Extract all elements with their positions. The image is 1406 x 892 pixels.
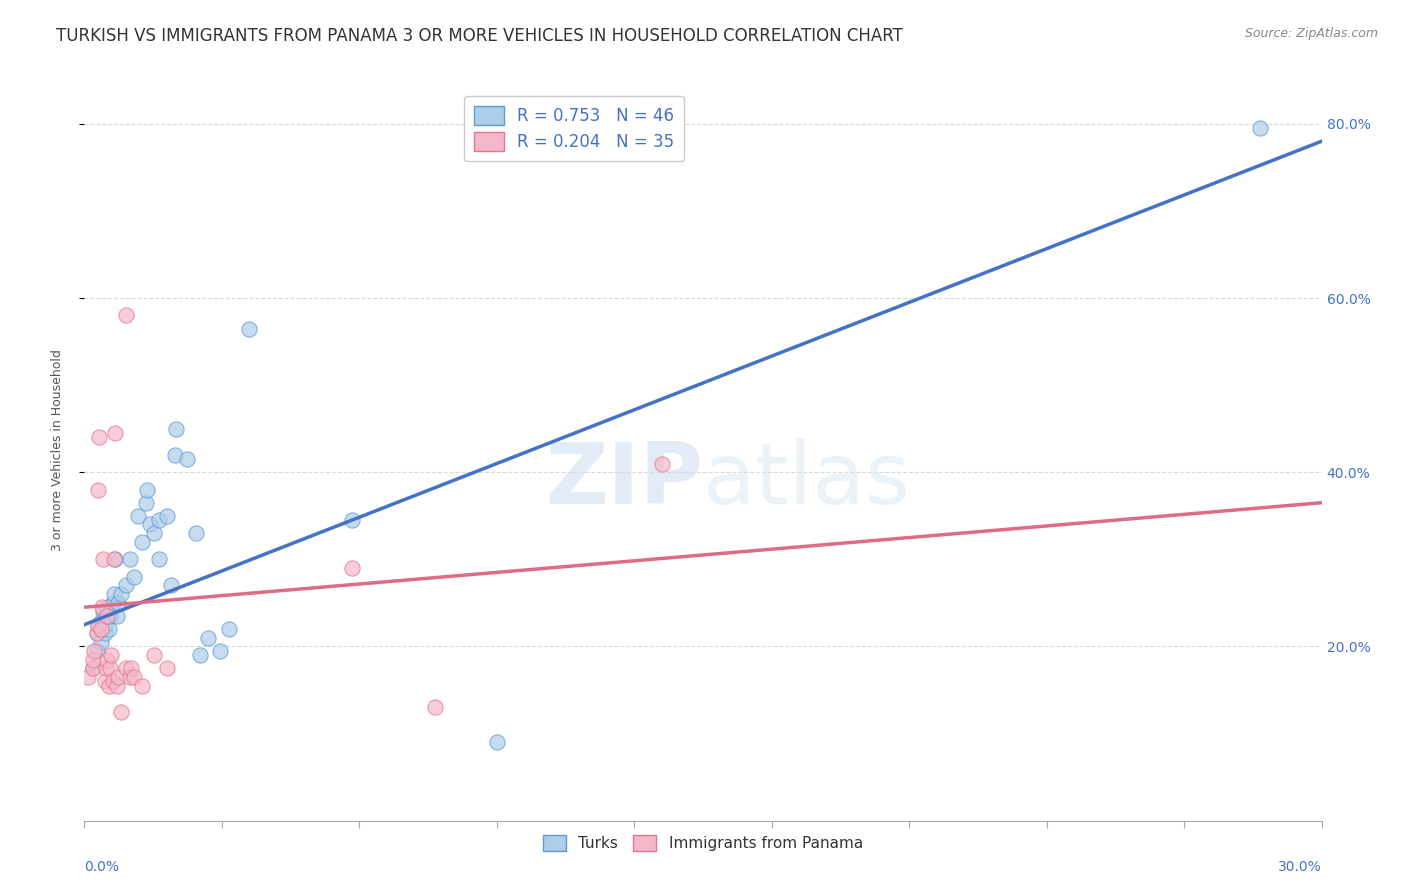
Point — [91, 552, 114, 566]
Point — [90, 635, 112, 649]
Point — [103, 596, 125, 610]
Y-axis label: 3 or more Vehicles in Household: 3 or more Vehicles in Household — [51, 350, 63, 551]
Text: Source: ZipAtlas.com: Source: ZipAtlas.com — [1244, 27, 1378, 40]
Point — [94, 661, 117, 675]
Point — [209, 644, 232, 658]
Point — [184, 526, 207, 541]
Text: TURKISH VS IMMIGRANTS FROM PANAMA 3 OR MORE VEHICLES IN HOUSEHOLD CORRELATION CH: TURKISH VS IMMIGRANTS FROM PANAMA 3 OR M… — [56, 27, 903, 45]
Point — [82, 661, 104, 675]
Point — [160, 578, 183, 592]
Point — [98, 661, 121, 675]
Point — [96, 600, 118, 615]
Point — [156, 508, 179, 523]
Point — [86, 626, 108, 640]
Point — [156, 661, 179, 675]
Point — [86, 626, 108, 640]
Point — [115, 661, 138, 675]
Point — [98, 622, 121, 636]
Text: 0.0%: 0.0% — [84, 860, 120, 874]
Point — [90, 622, 112, 636]
Point — [94, 617, 117, 632]
Point — [1249, 121, 1271, 136]
Point — [122, 570, 145, 584]
Point — [110, 587, 132, 601]
Point — [218, 622, 240, 636]
Point — [197, 631, 219, 645]
Point — [143, 526, 166, 541]
Point — [131, 679, 153, 693]
Point — [136, 483, 159, 497]
Point — [82, 652, 104, 666]
Point — [176, 452, 198, 467]
Point — [104, 425, 127, 440]
Point — [90, 622, 112, 636]
Point — [82, 661, 104, 675]
Point — [107, 596, 129, 610]
Point — [103, 552, 125, 566]
Point — [100, 600, 122, 615]
Point — [86, 617, 108, 632]
Point — [96, 652, 118, 666]
Point — [131, 535, 153, 549]
Point — [342, 513, 364, 527]
Point — [135, 496, 157, 510]
Text: ZIP: ZIP — [546, 439, 703, 522]
Point — [89, 430, 111, 444]
Point — [100, 648, 122, 662]
Point — [118, 552, 141, 566]
Point — [103, 587, 125, 601]
Text: atlas: atlas — [703, 439, 911, 522]
Point — [118, 670, 141, 684]
Point — [87, 483, 110, 497]
Point — [165, 422, 187, 436]
Point — [148, 513, 170, 527]
Point — [423, 700, 446, 714]
Point — [105, 679, 128, 693]
Point — [651, 457, 673, 471]
Point — [148, 552, 170, 566]
Point — [90, 613, 112, 627]
Point — [90, 600, 112, 615]
Point — [485, 735, 508, 749]
Point — [114, 578, 136, 592]
Point — [98, 679, 121, 693]
Point — [120, 661, 142, 675]
Point — [96, 609, 118, 624]
Point — [98, 609, 121, 624]
Legend: Turks, Immigrants from Panama: Turks, Immigrants from Panama — [537, 830, 869, 857]
Point — [165, 448, 187, 462]
Point — [83, 644, 105, 658]
Point — [104, 552, 127, 566]
Point — [127, 508, 149, 523]
Point — [91, 605, 114, 619]
Point — [77, 670, 100, 684]
Point — [110, 705, 132, 719]
Point — [122, 670, 145, 684]
Point — [94, 674, 117, 689]
Point — [188, 648, 211, 662]
Point — [105, 609, 128, 624]
Point — [94, 626, 117, 640]
Point — [86, 644, 108, 658]
Point — [342, 561, 364, 575]
Text: 30.0%: 30.0% — [1278, 860, 1322, 874]
Point — [139, 517, 162, 532]
Point — [114, 309, 136, 323]
Point — [238, 321, 260, 335]
Point — [86, 617, 108, 632]
Point — [107, 670, 129, 684]
Point — [103, 674, 125, 689]
Point — [143, 648, 166, 662]
Point — [94, 609, 117, 624]
